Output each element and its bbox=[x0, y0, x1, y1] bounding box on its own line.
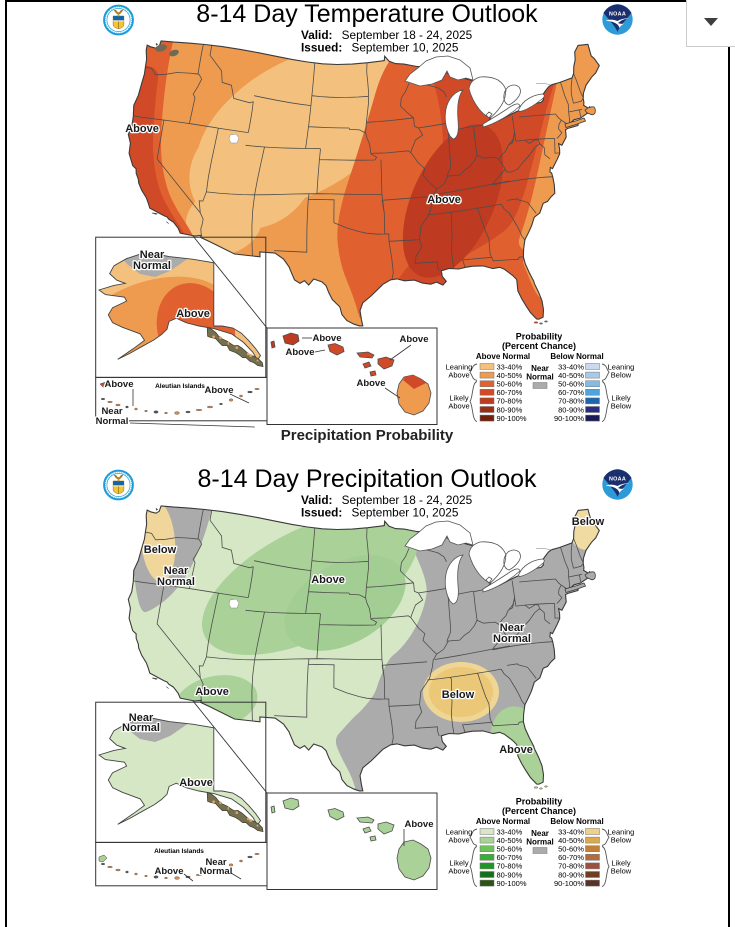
svg-text:Leaning: Leaning bbox=[608, 363, 635, 372]
svg-text:Above: Above bbox=[179, 777, 213, 789]
svg-text:33-40%: 33-40% bbox=[558, 827, 584, 836]
svg-text:60-70%: 60-70% bbox=[497, 388, 523, 397]
svg-text:Leaning: Leaning bbox=[446, 828, 473, 837]
svg-text:90-100%: 90-100% bbox=[554, 414, 584, 423]
svg-text:Below: Below bbox=[611, 867, 632, 876]
svg-text:Normal: Normal bbox=[200, 866, 233, 877]
svg-text:Normal: Normal bbox=[96, 416, 129, 427]
svg-text:8-14 Day Precipitation Outlook: 8-14 Day Precipitation Outlook bbox=[197, 465, 537, 493]
svg-text:50-60%: 50-60% bbox=[497, 845, 523, 854]
svg-text:50-60%: 50-60% bbox=[558, 845, 584, 854]
svg-text:Normal: Normal bbox=[526, 373, 554, 382]
svg-text:Above: Above bbox=[448, 371, 469, 380]
svg-text:Above: Above bbox=[404, 819, 433, 830]
svg-text:Near: Near bbox=[500, 622, 525, 634]
svg-text:Near: Near bbox=[205, 857, 226, 868]
svg-text:Normal: Normal bbox=[133, 260, 171, 272]
svg-text:40-50%: 40-50% bbox=[497, 836, 523, 845]
svg-text:Above: Above bbox=[204, 385, 233, 396]
svg-text:Normal: Normal bbox=[526, 838, 554, 847]
svg-text:60-70%: 60-70% bbox=[497, 853, 523, 862]
svg-text:Issued: September 10, 2025: Issued: September 10, 2025 bbox=[301, 506, 459, 520]
svg-text:40-50%: 40-50% bbox=[497, 371, 523, 380]
svg-text:Above: Above bbox=[448, 402, 469, 411]
svg-text:Below: Below bbox=[442, 689, 475, 701]
svg-text:Near: Near bbox=[164, 565, 189, 577]
svg-text:Above Normal: Above Normal bbox=[476, 817, 530, 826]
svg-text:Above: Above bbox=[448, 836, 469, 845]
svg-text:Likely: Likely bbox=[449, 859, 468, 868]
svg-text:50-60%: 50-60% bbox=[558, 380, 584, 389]
svg-text:Valid: September 18 - 24, 202: Valid: September 18 - 24, 2025 bbox=[301, 493, 473, 507]
svg-text:50-60%: 50-60% bbox=[497, 380, 523, 389]
svg-text:Likely: Likely bbox=[449, 394, 468, 403]
svg-text:Above: Above bbox=[311, 574, 345, 586]
svg-text:Probability: Probability bbox=[516, 797, 563, 807]
svg-text:90-100%: 90-100% bbox=[554, 879, 584, 888]
svg-text:60-70%: 60-70% bbox=[558, 853, 584, 862]
svg-text:8-14 Day Temperature Outlook: 8-14 Day Temperature Outlook bbox=[196, 0, 538, 28]
svg-text:Below: Below bbox=[611, 402, 632, 411]
svg-text:Issued: September 10, 2025: Issued: September 10, 2025 bbox=[301, 41, 459, 55]
svg-text:80-90%: 80-90% bbox=[497, 405, 523, 414]
svg-text:Near: Near bbox=[101, 406, 122, 417]
svg-text:Below: Below bbox=[611, 836, 632, 845]
svg-text:Below Normal: Below Normal bbox=[550, 352, 603, 361]
svg-text:70-80%: 70-80% bbox=[497, 397, 523, 406]
svg-text:Above: Above bbox=[195, 686, 229, 698]
svg-text:Above Normal: Above Normal bbox=[476, 352, 530, 361]
svg-text:(Percent Chance): (Percent Chance) bbox=[502, 806, 576, 816]
svg-text:Leaning: Leaning bbox=[608, 828, 635, 837]
svg-text:Below: Below bbox=[144, 544, 177, 556]
svg-text:(Percent Chance): (Percent Chance) bbox=[502, 341, 576, 351]
svg-text:70-80%: 70-80% bbox=[558, 862, 584, 871]
svg-text:Near: Near bbox=[129, 712, 154, 724]
svg-text:90-100%: 90-100% bbox=[497, 414, 527, 423]
svg-text:Likely: Likely bbox=[611, 394, 630, 403]
svg-text:33-40%: 33-40% bbox=[497, 827, 523, 836]
svg-text:Near: Near bbox=[140, 249, 165, 261]
svg-text:60-70%: 60-70% bbox=[558, 388, 584, 397]
svg-text:80-90%: 80-90% bbox=[558, 870, 584, 879]
svg-text:Below: Below bbox=[611, 371, 632, 380]
svg-text:Aleutian Islands: Aleutian Islands bbox=[155, 383, 205, 390]
svg-text:Below Normal: Below Normal bbox=[550, 817, 603, 826]
svg-text:Aleutian Islands: Aleutian Islands bbox=[154, 848, 204, 855]
svg-text:Probability: Probability bbox=[516, 332, 563, 342]
svg-text:Normal: Normal bbox=[122, 722, 160, 734]
svg-text:Above: Above bbox=[104, 379, 133, 390]
svg-text:NOAA: NOAA bbox=[609, 476, 626, 482]
svg-text:33-40%: 33-40% bbox=[558, 362, 584, 371]
svg-text:Valid: September 18 - 24, 202: Valid: September 18 - 24, 2025 bbox=[301, 28, 473, 42]
svg-text:NOAA: NOAA bbox=[609, 11, 626, 17]
svg-text:40-50%: 40-50% bbox=[558, 836, 584, 845]
svg-text:33-40%: 33-40% bbox=[497, 362, 523, 371]
svg-text:Precipitation Probability: Precipitation Probability bbox=[281, 427, 454, 444]
svg-text:Above: Above bbox=[154, 866, 183, 877]
svg-text:Above: Above bbox=[312, 333, 341, 344]
svg-text:80-90%: 80-90% bbox=[558, 405, 584, 414]
svg-text:Above: Above bbox=[448, 867, 469, 876]
svg-text:40-50%: 40-50% bbox=[558, 371, 584, 380]
svg-text:80-90%: 80-90% bbox=[497, 870, 523, 879]
svg-text:Below: Below bbox=[572, 516, 605, 528]
svg-text:Above: Above bbox=[427, 194, 461, 206]
svg-text:70-80%: 70-80% bbox=[497, 862, 523, 871]
svg-text:70-80%: 70-80% bbox=[558, 397, 584, 406]
svg-text:Above: Above bbox=[499, 744, 533, 756]
svg-text:Leaning: Leaning bbox=[446, 363, 473, 372]
svg-text:90-100%: 90-100% bbox=[497, 879, 527, 888]
svg-text:Above: Above bbox=[356, 378, 385, 389]
svg-text:Normal: Normal bbox=[493, 633, 531, 645]
svg-text:Above: Above bbox=[125, 123, 159, 135]
svg-text:Near: Near bbox=[531, 829, 549, 838]
svg-text:Likely: Likely bbox=[611, 859, 630, 868]
svg-text:Normal: Normal bbox=[157, 576, 195, 588]
svg-text:Above: Above bbox=[176, 308, 210, 320]
svg-text:Above: Above bbox=[399, 334, 428, 345]
svg-text:Above: Above bbox=[285, 347, 314, 358]
svg-text:Near: Near bbox=[531, 364, 549, 373]
